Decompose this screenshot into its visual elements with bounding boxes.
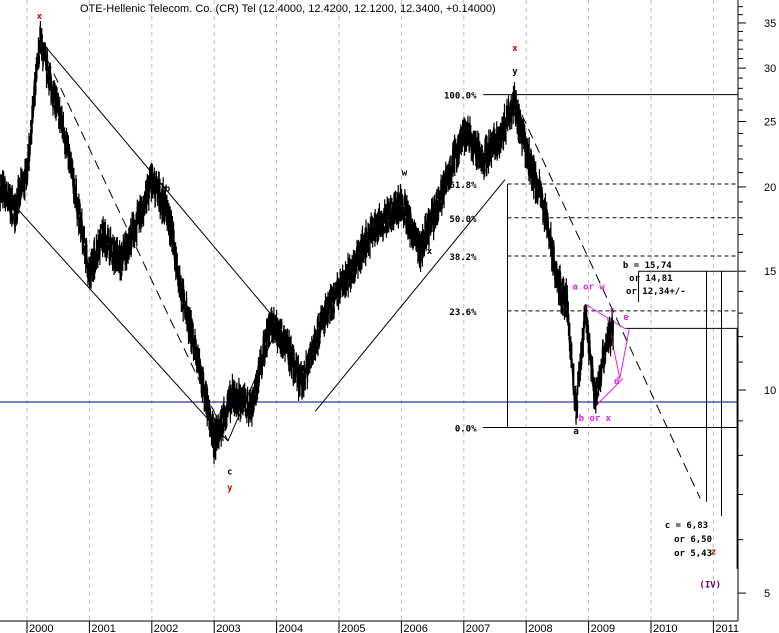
y-tick-label: 10: [764, 385, 776, 397]
wave-label: (IV): [699, 580, 721, 590]
chart-title: OTE-Hellenic Telecom. Co. (CR) Tel (12.4…: [80, 3, 496, 15]
x-tick-label: 2001: [91, 623, 115, 633]
x-tick-label: 2010: [653, 623, 677, 633]
wave-label: y: [227, 483, 233, 493]
x-tick-label: 2008: [528, 623, 552, 633]
y-tick-label: 30: [764, 63, 776, 75]
y-tick-label: 5: [764, 588, 770, 600]
trend-line: [0, 189, 229, 442]
c-target-text: c = 6,83: [665, 521, 708, 531]
c-target-text: or 6,50: [674, 535, 712, 545]
y-tick-label: 20: [764, 182, 776, 194]
wave-label: a: [573, 427, 578, 437]
trend-line: [227, 322, 281, 442]
wave-label: d: [614, 377, 619, 387]
wave-label: x: [427, 247, 433, 257]
x-tick-label: 2005: [341, 623, 365, 633]
x-tick-label: 2000: [29, 623, 53, 633]
wave-label: x: [37, 12, 43, 22]
triangle-lower-line: [593, 378, 624, 409]
wave-label: e: [623, 313, 629, 323]
x-tick-label: 2006: [403, 623, 427, 633]
trend-line: [39, 44, 229, 442]
fib-level-label: 23.6%: [449, 308, 477, 318]
x-tick-label: 2003: [216, 623, 240, 633]
y-tick-label: 25: [764, 117, 776, 129]
trend-line: [314, 179, 506, 412]
trend-line: [514, 99, 701, 499]
fib-level-label: 50.0%: [449, 215, 477, 225]
y-tick-label: 15: [764, 266, 776, 278]
wave-label: c: [610, 306, 615, 316]
wave-label: z: [711, 548, 716, 558]
y-tick-label: 35: [764, 18, 776, 30]
c-target-text: or 5,43: [674, 549, 712, 559]
fib-level-label: 0.0%: [455, 424, 477, 434]
wave-label: b or x: [579, 414, 612, 424]
x-tick-label: 2007: [466, 623, 490, 633]
price-bars: [0, 20, 614, 464]
x-tick-label: 2011: [715, 623, 739, 633]
wave-label: x: [512, 44, 518, 54]
wave-label: a: [89, 274, 94, 284]
wave-label: w: [402, 168, 408, 178]
b-target-text: or 14,81: [629, 274, 672, 284]
wave-label: c: [227, 467, 232, 477]
fib-level-label: 38.2%: [449, 253, 477, 263]
triangle-upper-line: [585, 303, 627, 330]
x-tick-label: 2002: [154, 623, 178, 633]
x-tick-label: 2004: [279, 623, 303, 633]
wave-label: a or w: [572, 282, 605, 292]
fib-level-label: 61.8%: [449, 181, 477, 191]
b-target-text: b = 15,74: [623, 261, 672, 271]
wave-label: b: [165, 184, 171, 194]
x-tick-label: 2009: [591, 623, 615, 633]
wave-label: y: [512, 67, 518, 77]
fib-level-label: 100.0%: [444, 92, 477, 102]
b-target-text: or 12,34+/-: [626, 287, 686, 297]
